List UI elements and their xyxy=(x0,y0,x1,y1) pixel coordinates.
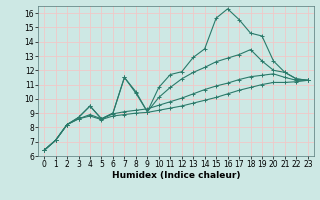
X-axis label: Humidex (Indice chaleur): Humidex (Indice chaleur) xyxy=(112,171,240,180)
